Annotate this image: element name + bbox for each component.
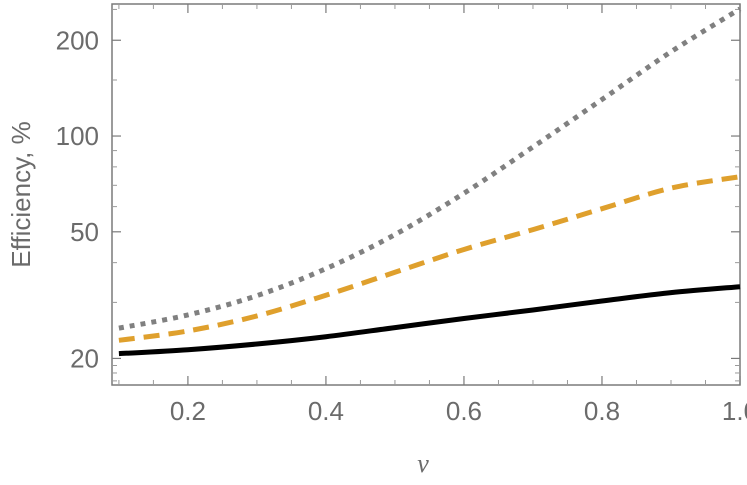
y-tick-label: 20 — [70, 343, 99, 373]
x-tick-label: 0.8 — [584, 396, 620, 426]
series-line-dashed — [118, 174, 741, 343]
y-axis-ticks: 20 50 100 200 — [56, 8, 740, 382]
series-layer — [118, 6, 742, 357]
x-tick-label: 0.2 — [170, 396, 206, 426]
x-axis-label: v — [417, 449, 429, 478]
x-tick-label: 0.6 — [446, 396, 482, 426]
x-axis-ticks: 0.2 0.4 0.6 0.8 1.0 — [118, 4, 747, 426]
y-tick-label: 50 — [70, 217, 99, 247]
plot-frame — [111, 3, 741, 386]
y-tick-label: 200 — [56, 25, 99, 55]
y-axis-label: Efficiency, % — [6, 121, 36, 267]
series-line-solid — [118, 284, 741, 357]
x-tick-label: 1.0 — [722, 396, 747, 426]
x-tick-label: 0.4 — [308, 396, 344, 426]
series-line-dotted — [118, 6, 742, 331]
y-tick-label: 100 — [56, 121, 99, 151]
